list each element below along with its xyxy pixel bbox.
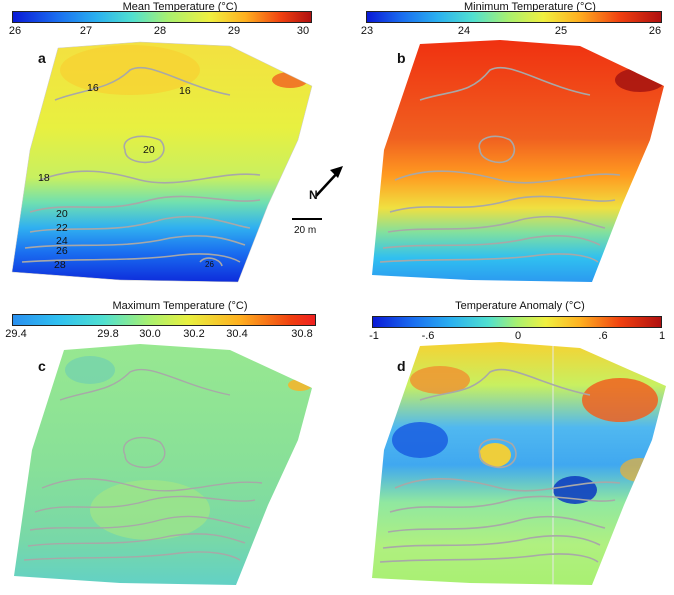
colorbar-tick-b-2: 25 bbox=[554, 25, 568, 37]
scale-bar-label: 20 m bbox=[294, 225, 317, 236]
colorbar-tick-d-1: -.6 bbox=[421, 330, 435, 342]
panel-label-d: d bbox=[397, 358, 406, 374]
colorbar-c bbox=[12, 314, 316, 326]
colorbar-tick-c-3: 30.2 bbox=[183, 328, 205, 340]
colorbar-tick-b-1: 24 bbox=[457, 25, 471, 37]
north-label: N bbox=[309, 188, 318, 202]
contour-label-20-center: 20 bbox=[143, 144, 155, 156]
contour-label-16-right: 16 bbox=[179, 85, 191, 97]
colorbar-tick-a-3: 29 bbox=[227, 25, 241, 37]
contour-label-24: 24 bbox=[56, 235, 68, 247]
colorbar-tick-a-1: 27 bbox=[79, 25, 93, 37]
contour-label-26: 26 bbox=[56, 245, 68, 257]
colorbar-tick-c-2: 30.0 bbox=[139, 328, 161, 340]
contour-label-18: 18 bbox=[38, 172, 50, 184]
panel-label-c: c bbox=[38, 358, 46, 374]
colorbar-tick-d-2: 0 bbox=[514, 330, 522, 342]
colorbar-tick-c-5: 30.8 bbox=[291, 328, 313, 340]
colorbar-title-b: Minimum Temperature (°C) bbox=[464, 1, 596, 13]
colorbar-tick-c-4: 30.4 bbox=[226, 328, 248, 340]
colorbar-title-d: Temperature Anomaly (°C) bbox=[455, 300, 585, 312]
colorbar-d bbox=[372, 316, 662, 328]
colorbar-a bbox=[12, 11, 312, 23]
contour-label-26-small: 26 bbox=[205, 260, 214, 269]
colorbar-tick-d-4: 1 bbox=[658, 330, 666, 342]
colorbar-b bbox=[366, 11, 662, 23]
colorbar-tick-a-4: 30 bbox=[296, 25, 310, 37]
contour-label-28: 28 bbox=[54, 259, 66, 271]
colorbar-tick-a-0: 26 bbox=[8, 25, 22, 37]
colorbar-tick-b-0: 23 bbox=[360, 25, 374, 37]
colorbar-tick-c-0: 29.4 bbox=[5, 328, 27, 340]
colorbar-tick-c-1: 29.8 bbox=[97, 328, 119, 340]
contour-label-22: 22 bbox=[56, 222, 68, 234]
panel-label-b: b bbox=[397, 50, 406, 66]
contour-label-20: 20 bbox=[56, 208, 68, 220]
colorbar-tick-d-3: .6 bbox=[598, 330, 608, 342]
colorbar-title-a: Mean Temperature (°C) bbox=[122, 1, 238, 13]
panel-label-a: a bbox=[38, 50, 46, 66]
colorbar-tick-d-0: -1 bbox=[369, 330, 379, 342]
colorbar-tick-a-2: 28 bbox=[153, 25, 167, 37]
colorbar-tick-b-3: 26 bbox=[648, 25, 662, 37]
contour-label-16-left: 16 bbox=[87, 82, 99, 94]
colorbar-title-c: Maximum Temperature (°C) bbox=[112, 300, 248, 312]
